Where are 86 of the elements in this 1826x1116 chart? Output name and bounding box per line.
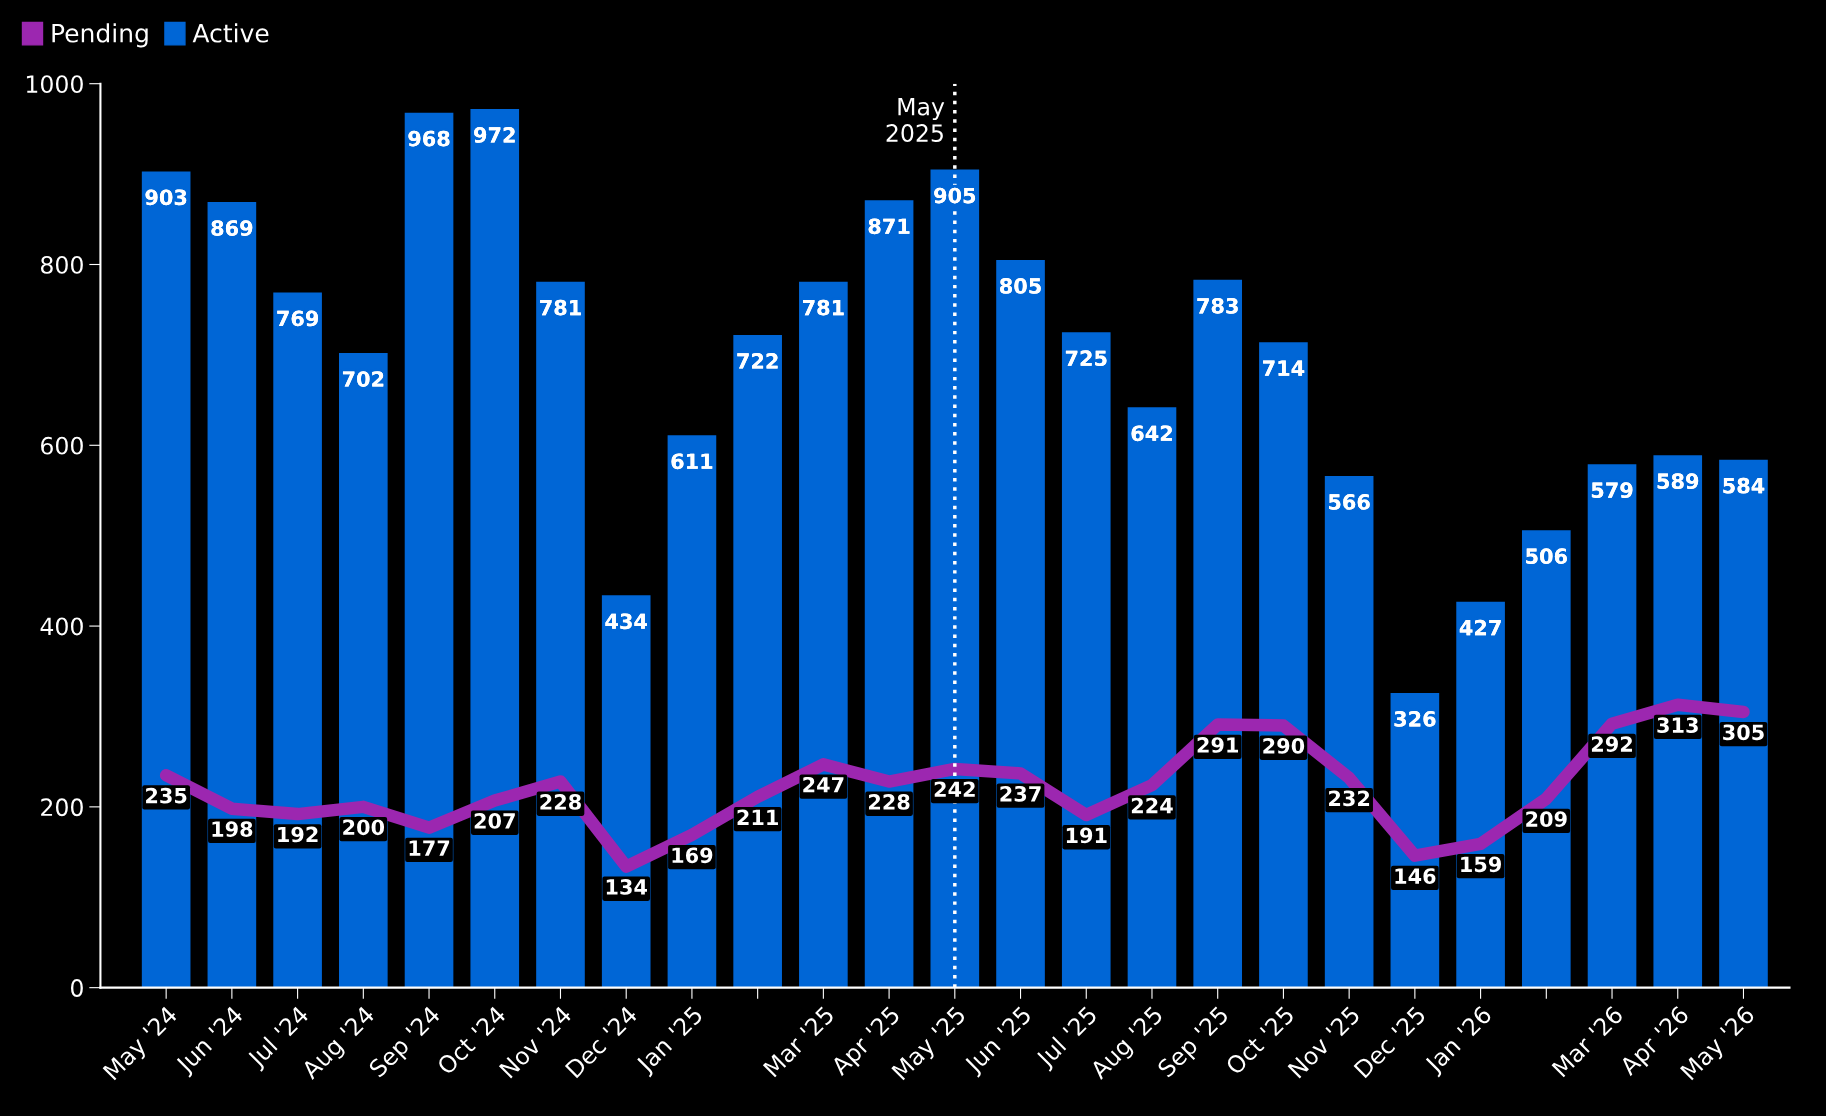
data-label: 209 <box>1526 811 1567 827</box>
bar <box>930 169 980 988</box>
bar <box>141 171 191 988</box>
data-label: 305 <box>1723 724 1764 741</box>
data-label: 207 <box>474 813 515 829</box>
bar <box>1521 530 1571 988</box>
bar <box>207 202 257 988</box>
data-label: 146 <box>1395 868 1436 884</box>
data-label: 968 <box>408 130 450 147</box>
y-tick-label: 800 <box>40 255 83 274</box>
bar <box>667 435 717 988</box>
data-label: 224 <box>1131 797 1173 814</box>
bar <box>601 595 651 988</box>
data-label: 235 <box>146 787 187 804</box>
data-label: 611 <box>671 453 713 470</box>
data-label: 292 <box>1591 736 1632 752</box>
y-tick-label: 0 <box>70 979 83 997</box>
data-label: 290 <box>1263 738 1305 754</box>
bar <box>1193 279 1243 988</box>
data-label: 783 <box>1197 297 1238 314</box>
x-tick-label: Mar '26 <box>1551 1004 1624 1078</box>
data-label: 769 <box>277 310 319 327</box>
bar <box>1456 601 1505 988</box>
data-label: 291 <box>1197 737 1239 753</box>
data-label: 427 <box>1459 619 1501 636</box>
legend-label: Active <box>192 23 269 43</box>
data-label: 198 <box>212 821 253 837</box>
bar <box>864 200 914 988</box>
bar <box>1653 455 1703 988</box>
data-label: 211 <box>737 809 778 825</box>
x-tick-label: Jan '26 <box>1423 1004 1496 1078</box>
data-label: 903 <box>145 189 187 206</box>
data-label: 228 <box>540 794 581 810</box>
bar <box>1061 332 1111 988</box>
bar <box>1259 342 1308 988</box>
bar <box>470 109 520 988</box>
data-label: 506 <box>1526 548 1567 565</box>
data-label: 242 <box>934 781 975 797</box>
data-label: 714 <box>1263 360 1305 376</box>
bar <box>339 353 388 988</box>
bar <box>1324 476 1374 988</box>
data-label: 192 <box>278 826 318 843</box>
data-label: 781 <box>803 299 844 316</box>
data-label: 169 <box>672 847 713 864</box>
data-label: 781 <box>540 299 581 316</box>
ref-line-label: May 2025 <box>886 97 945 142</box>
data-label: 159 <box>1461 856 1501 873</box>
data-label: 589 <box>1657 473 1699 490</box>
data-label: 232 <box>1329 790 1370 807</box>
data-label: 228 <box>869 794 910 810</box>
bar <box>536 281 585 988</box>
data-label: 191 <box>1066 827 1107 844</box>
data-label: 237 <box>1000 785 1041 802</box>
data-label: 871 <box>868 218 910 235</box>
y-tick-label: 200 <box>41 798 83 817</box>
data-label: 972 <box>474 127 515 143</box>
y-tick-label: 1000 <box>26 75 83 94</box>
data-label: 134 <box>606 879 647 895</box>
data-label: 579 <box>1591 482 1633 499</box>
bar <box>1127 407 1177 988</box>
data-label: 177 <box>409 840 450 856</box>
bar <box>996 259 1045 988</box>
bar <box>1719 459 1768 988</box>
data-label: 313 <box>1657 717 1698 733</box>
data-label: 725 <box>1065 350 1107 367</box>
bar <box>799 281 848 988</box>
data-label: 722 <box>737 353 778 369</box>
data-label: 566 <box>1329 494 1370 510</box>
legend-label: Pending <box>52 23 148 48</box>
data-label: 702 <box>342 371 384 387</box>
x-tick-label: Mar '25 <box>762 1005 835 1078</box>
bar <box>273 292 322 988</box>
data-label: 326 <box>1394 711 1436 727</box>
data-label: 869 <box>211 220 253 236</box>
y-tick-label: 600 <box>41 436 83 455</box>
data-label: 247 <box>803 776 844 793</box>
data-label: 584 <box>1723 477 1765 494</box>
data-label: 805 <box>1000 278 1041 294</box>
bar <box>1587 464 1637 988</box>
bar <box>404 112 454 988</box>
data-label: 200 <box>343 819 385 836</box>
data-label: 434 <box>605 613 647 630</box>
data-label: 642 <box>1131 425 1172 442</box>
data-label: 905 <box>934 187 976 204</box>
y-tick-label: 400 <box>40 617 83 636</box>
bar <box>733 335 782 988</box>
